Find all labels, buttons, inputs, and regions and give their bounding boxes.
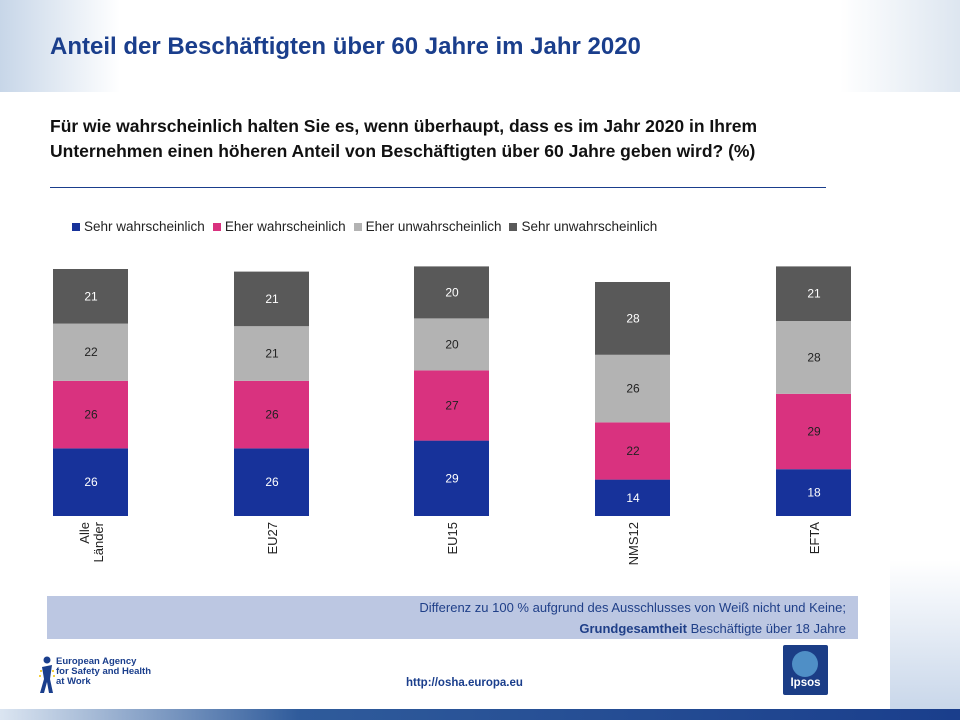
survey-question: Für wie wahrscheinlich halten Sie es, we… (50, 116, 758, 161)
chart-legend: Sehr wahrscheinlich Eher wahrscheinlich … (72, 219, 665, 234)
category-label: Alle Länder (77, 521, 106, 562)
bar-segment (595, 282, 670, 355)
bar-segment (234, 326, 309, 381)
decorative-edge (890, 560, 960, 709)
legend-swatch (509, 222, 518, 231)
bar-segment (776, 469, 851, 516)
bar-segment (234, 271, 309, 327)
bar-value-label: 20 (445, 285, 459, 299)
page-title: Anteil der Beschäftigten über 60 Jahre i… (50, 33, 641, 60)
bar-segment (776, 266, 851, 321)
bar-value-label: 21 (265, 292, 279, 306)
legend-label: Sehr wahrscheinlich (84, 219, 205, 234)
eu-osha-logo: European Agency for Safety and Health at… (38, 655, 158, 695)
legend-label: Eher unwahrscheinlich (365, 219, 502, 234)
bar-value-label: 20 (445, 337, 459, 351)
bar-value-label: 21 (807, 287, 821, 301)
legend-item-sehr-wahrscheinlich: Sehr wahrscheinlich (72, 219, 205, 234)
bar-segment (53, 448, 128, 516)
bar-segment (776, 321, 851, 394)
bar-segment (595, 422, 670, 480)
bar-value-label: 27 (445, 399, 459, 413)
legend-label: Eher wahrscheinlich (224, 219, 346, 234)
bar-value-label: 21 (265, 347, 279, 361)
bar-value-label: 26 (84, 408, 98, 422)
bar-value-label: 29 (807, 425, 821, 439)
question-divider (50, 187, 826, 188)
category-label: NMS12 (626, 522, 641, 565)
header-band (0, 0, 960, 92)
bar-value-label: 28 (626, 311, 640, 325)
category-label-line: NMS12 (626, 522, 641, 565)
eu-osha-logo-text: European Agency for Safety and Health at… (56, 657, 166, 687)
bar-segment (595, 354, 670, 423)
category-label-line: EU27 (265, 522, 280, 555)
legend-item-sehr-unwahrscheinlich: Sehr unwahrscheinlich (509, 219, 657, 234)
bar-value-label: 22 (84, 345, 98, 359)
bar-segment (414, 266, 489, 319)
ipsos-circle-icon (792, 651, 818, 677)
bar-value-label: 18 (807, 486, 821, 500)
logo-line: for Safety and Health (56, 666, 152, 677)
footnote-box: Differenz zu 100 % aufgrund des Ausschlu… (47, 596, 858, 639)
bar-value-label: 26 (265, 408, 279, 422)
bar-segment (53, 323, 128, 381)
legend-swatch (212, 222, 221, 231)
legend-label: Sehr unwahrscheinlich (521, 219, 658, 234)
bar-segment (234, 448, 309, 516)
eu-osha-figure-icon (39, 656, 55, 693)
logo-line: European Agency (56, 656, 137, 667)
category-label-line: EU15 (445, 522, 460, 555)
bar-value-label: 22 (626, 444, 640, 458)
legend-item-eher-unwahrscheinlich: Eher unwahrscheinlich (353, 219, 502, 234)
legend-swatch (72, 222, 80, 231)
bar-segment (776, 393, 851, 470)
legend-item-eher-wahrscheinlich: Eher wahrscheinlich (212, 219, 346, 234)
bar-value-label: 29 (445, 471, 459, 485)
bar-segment (414, 318, 489, 371)
footnote-base: Grundgesamtheit Beschäftigte über 18 Jah… (579, 621, 846, 636)
legend-swatch (353, 222, 362, 231)
bar-value-label: 14 (626, 491, 640, 505)
bar-value-label: 26 (626, 382, 640, 396)
bar-segment (414, 370, 489, 441)
stacked-bar-chart: 26 26 22 21 Alle Länder 26 26 21 21 EU27 29 27 20 20 EU… (53, 266, 851, 565)
bar-value-label: 28 (807, 350, 821, 364)
category-label-line: EFTA (807, 522, 822, 555)
bar-value-label: 26 (84, 475, 98, 489)
category-label-line: Länder (91, 521, 106, 562)
ipsos-logo-text: Ipsos (790, 677, 821, 689)
category-label: EU15 (445, 522, 460, 555)
footnote-base-label: Grundgesamtheit (579, 621, 687, 636)
footnote-base-text: Beschäftigte über 18 Jahre (687, 621, 846, 636)
bar-segment (53, 380, 128, 449)
bar-segment (234, 380, 309, 449)
bar-value-label: 21 (84, 289, 98, 303)
bar-value-label: 26 (265, 475, 279, 489)
category-label: EU27 (265, 522, 280, 555)
bar-segment (414, 440, 489, 516)
footer-band (0, 709, 960, 720)
logo-line: at Work (56, 676, 91, 687)
footnote-exclusion: Differenz zu 100 % aufgrund des Ausschlu… (419, 600, 846, 615)
ipsos-logo: Ipsos (783, 645, 828, 695)
category-label: EFTA (807, 522, 822, 555)
bar-segment (595, 479, 670, 516)
bar-segment (53, 269, 128, 324)
category-label-line: Alle (77, 522, 92, 544)
website-link[interactable]: http://osha.europa.eu (406, 677, 523, 689)
